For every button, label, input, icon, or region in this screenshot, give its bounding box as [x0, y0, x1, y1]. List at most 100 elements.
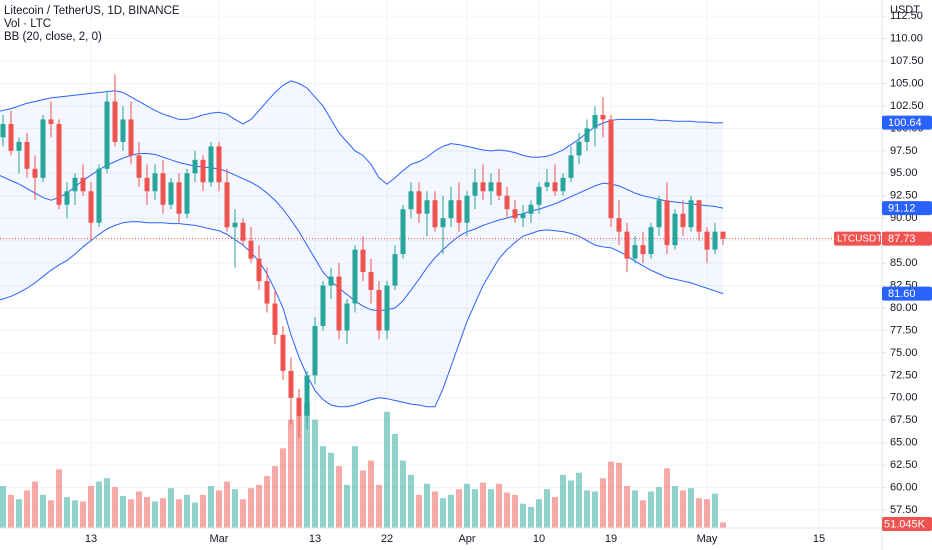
volume-bar: [432, 491, 438, 528]
volume-bar: [344, 484, 350, 528]
candle-body: [464, 195, 470, 223]
volume-bar: [448, 494, 454, 528]
y-axis-label: USDT: [890, 4, 920, 16]
volume-bar: [152, 501, 158, 528]
volume-bar: [48, 500, 54, 528]
volume-bar: [64, 497, 70, 528]
price-tag: [882, 231, 932, 246]
candle-body: [40, 119, 46, 178]
volume-bar: [224, 481, 230, 528]
candle-body: [504, 195, 510, 210]
y-tick-label: 77.50: [890, 324, 918, 336]
candle-body: [312, 325, 318, 376]
candle-body: [432, 200, 438, 228]
volume-bar: [664, 468, 670, 528]
volume-bar: [712, 493, 718, 528]
volume-bar: [584, 490, 590, 528]
volume-bar: [696, 498, 702, 528]
candle-body: [280, 334, 286, 371]
symbol-tag-label: LTCUSDT: [837, 234, 882, 245]
candle-body: [472, 182, 478, 196]
band-line: [0, 80, 724, 185]
candle-body: [80, 177, 86, 192]
candle-body: [328, 276, 334, 286]
price-tag-label: 81.60: [888, 288, 916, 300]
x-tick-label: 15: [813, 533, 825, 545]
volume-bar: [624, 485, 630, 528]
volume-bar: [560, 474, 566, 528]
candle-body: [272, 303, 278, 335]
volume-bar: [248, 488, 254, 528]
candle-body: [232, 222, 238, 228]
y-tick-label: 110.00: [890, 33, 923, 45]
candle-body: [376, 290, 382, 331]
y-tick-label: 107.50: [890, 55, 924, 67]
price-tag: [882, 201, 932, 216]
x-tick-label: 13: [85, 533, 97, 545]
volume-bar: [80, 501, 86, 528]
volume-bar: [592, 491, 598, 528]
indicator-label: BB (20, close, 2, 0): [4, 31, 102, 43]
y-tick-label: 80.00: [890, 302, 918, 314]
volume-bar: [192, 502, 198, 528]
candle-body: [648, 227, 654, 255]
volume-bar: [456, 489, 462, 528]
candle-body: [656, 200, 662, 228]
y-tick-label: 92.50: [890, 190, 918, 202]
candle-body: [216, 146, 222, 183]
candle-body: [184, 173, 190, 214]
band-line: [0, 153, 724, 312]
volume-bar: [704, 499, 710, 528]
y-tick-label: 85.00: [890, 257, 918, 269]
volume-bar: [648, 491, 654, 528]
candle-body: [96, 168, 102, 223]
candle-body: [384, 285, 390, 331]
candle-body: [344, 303, 350, 331]
candle-body: [24, 141, 30, 169]
volume-bar: [544, 489, 550, 528]
candle-body: [688, 200, 694, 228]
candle-body: [592, 114, 598, 129]
volume-bar: [488, 489, 494, 528]
candle-body: [136, 155, 142, 178]
indicator-label: Vol · LTC: [4, 18, 51, 30]
volume-bar: [296, 415, 302, 528]
volume-bar: [376, 484, 382, 528]
candle-body: [128, 119, 134, 156]
volume-bar: [440, 498, 446, 528]
y-tick-label: 67.50: [890, 414, 918, 426]
volume-bar: [568, 480, 574, 528]
volume-bar: [288, 419, 294, 528]
candle-body: [560, 177, 566, 192]
y-tick-label: 97.50: [890, 145, 918, 157]
volume-bar: [240, 499, 246, 528]
candle-body: [296, 397, 302, 416]
y-tick-label: 60.00: [890, 481, 918, 493]
volume-bar: [272, 466, 278, 528]
x-tick-label: Mar: [210, 533, 229, 545]
volume-bar: [424, 483, 430, 528]
volume-bar: [0, 485, 6, 528]
price-tag-label: 87.73: [888, 233, 916, 245]
volume-bar: [632, 490, 638, 528]
volume-bar: [336, 466, 342, 528]
volume-bar: [256, 484, 262, 528]
candle-body: [72, 177, 78, 192]
candle-body: [664, 200, 670, 246]
candle-body: [32, 168, 38, 178]
volume-bar: [144, 497, 150, 528]
volume-bar: [528, 506, 534, 528]
volume-bar: [504, 492, 510, 528]
price-tag: [882, 286, 932, 301]
volume-bar: [480, 482, 486, 528]
candle-body: [168, 182, 174, 205]
candle-body: [544, 182, 550, 187]
candle-body: [368, 272, 374, 291]
volume-bar: [136, 491, 142, 528]
candle-body: [704, 231, 710, 250]
volume-bar: [328, 452, 334, 528]
candle-body: [584, 128, 590, 142]
candle-body: [608, 119, 614, 219]
y-tick-label: 65.00: [890, 437, 918, 449]
